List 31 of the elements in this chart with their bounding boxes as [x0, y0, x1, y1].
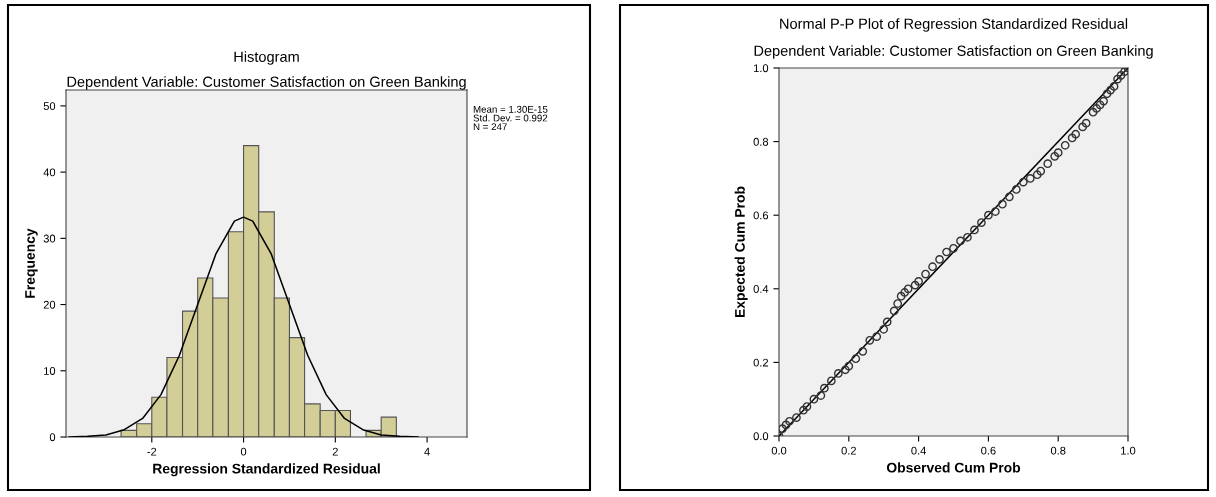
- y-tick-label: 50: [43, 102, 56, 111]
- x-tick-label: 1.0: [1121, 446, 1136, 455]
- x-tick-label: 0: [240, 447, 247, 456]
- x-tick-label: 0.4: [911, 446, 926, 455]
- y-axis-title: Frequency: [25, 228, 38, 298]
- x-tick-label: 0.2: [841, 446, 856, 455]
- x-axis-title: Regression Standardized Residual: [153, 463, 380, 477]
- y-tick-label: 0.2: [753, 358, 769, 367]
- x-tick-label: 2: [332, 447, 338, 456]
- x-tick-label: -2: [147, 447, 157, 456]
- y-tick-label: 0.6: [753, 211, 769, 220]
- chart-subtitle: Dependent Variable: Customer Satisfaction on Green Banking: [754, 45, 1153, 59]
- y-tick-label: 0.8: [753, 137, 769, 146]
- y-tick-label: 10: [44, 367, 56, 375]
- y-tick-label: 40: [43, 168, 56, 177]
- y-tick-label: 0.0: [753, 432, 769, 441]
- y-tick-label: 0: [49, 433, 56, 442]
- y-tick-label: 0.4: [753, 285, 769, 293]
- text: Mean = 1.30E-15 Std. Dev. = 0.992 N = 247: [473, 105, 548, 131]
- y-tick-label: 20: [43, 300, 56, 309]
- x-tick-label: 0.8: [1050, 446, 1066, 455]
- y-tick-label: 1.0: [753, 64, 769, 73]
- chart-subtitle: Dependent Variable: Customer Satisfaction on Green Banking: [67, 76, 466, 90]
- x-axis-title: Observed Cum Prob: [886, 462, 1021, 473]
- y-axis-title: Expected Cum Prob: [734, 186, 748, 318]
- chart-title: Histogram: [234, 51, 299, 65]
- y-tick-label: 30: [43, 234, 56, 243]
- x-tick-label: 0.6: [981, 446, 996, 455]
- x-tick-label: 0.0: [771, 446, 787, 455]
- x-tick-label: 4: [424, 447, 430, 456]
- chart-title: Normal P-P Plot of Regression Standardized Residual: [780, 18, 1128, 32]
